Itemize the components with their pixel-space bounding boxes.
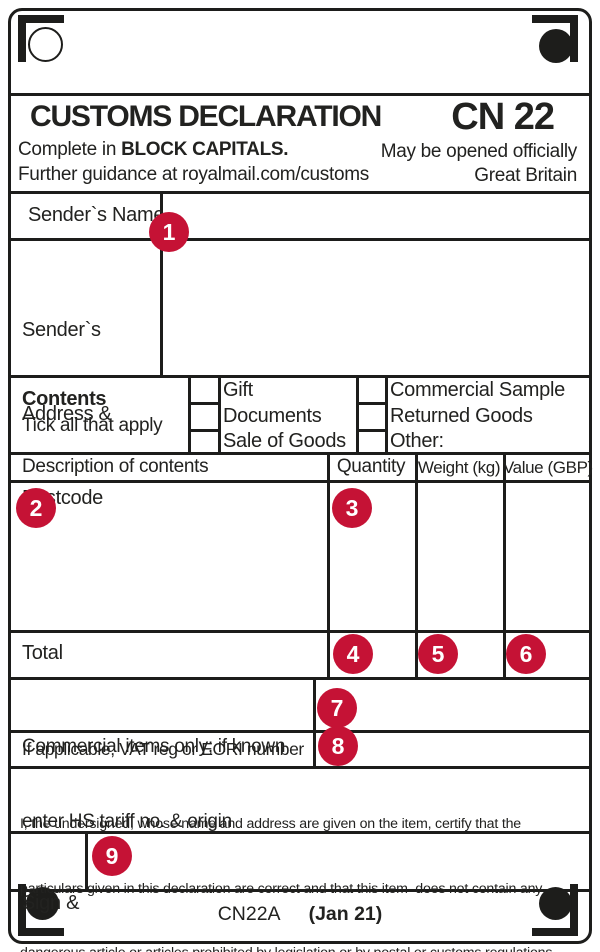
step-badge-5: 5	[418, 634, 458, 674]
total-label: Total	[22, 642, 63, 664]
sender-name-field[interactable]	[163, 193, 588, 236]
step-badge-4: 4	[333, 634, 373, 674]
grid-line	[9, 93, 591, 96]
checkbox-gift[interactable]	[190, 377, 216, 401]
contents-subheading: Tick all that apply	[22, 415, 163, 436]
step-badge-9: 9	[92, 836, 132, 876]
grid-line	[188, 402, 218, 405]
option-label-other: Other:	[390, 430, 444, 452]
corner-bracket-top-left	[18, 15, 64, 23]
grid-line	[9, 238, 591, 241]
hs-tariff-label-line: enter HS tariff no. & origin	[22, 811, 232, 832]
declaration-text: I, the undersigned, whose name and addre…	[20, 771, 556, 952]
form-code: CN 22	[451, 96, 555, 138]
column-header-quantity: Quantity	[336, 456, 406, 477]
checkbox-other[interactable]	[358, 431, 383, 451]
option-label-returned-goods: Returned Goods	[390, 405, 533, 427]
corner-bracket-bottom-left-vertical	[18, 884, 26, 936]
sender-address-field[interactable]	[163, 241, 588, 373]
grid-line	[9, 889, 591, 892]
corner-bracket-top-right	[532, 15, 578, 23]
contents-heading: Contents	[22, 388, 107, 410]
grid-line	[160, 191, 163, 375]
grid-line	[503, 452, 506, 677]
column-header-weight: Weight (kg)	[417, 458, 501, 477]
form-title: CUSTOMS DECLARATION	[30, 100, 382, 133]
hs-tariff-field[interactable]	[316, 680, 589, 728]
grid-line	[9, 480, 591, 483]
sender-address-label-line: Sender`s	[22, 319, 101, 341]
step-badge-8: 8	[318, 726, 358, 766]
grid-line	[356, 402, 385, 405]
guidance-text: Further guidance at royalmail.com/custom…	[18, 164, 369, 185]
grid-line	[356, 375, 359, 452]
corner-bracket-top-right-vertical	[570, 15, 578, 62]
column-header-description: Description of contents	[22, 456, 209, 477]
value-field[interactable]	[506, 483, 589, 628]
declaration-line: dangerous article or articles prohibited…	[20, 943, 556, 952]
grid-line	[313, 677, 316, 766]
corner-bracket-bottom-right	[532, 928, 578, 936]
checkbox-sale-of-goods[interactable]	[190, 431, 216, 451]
corner-bracket-bottom-right-vertical	[570, 884, 578, 936]
grid-line	[188, 375, 191, 452]
step-badge-1: 1	[149, 212, 189, 252]
grid-line	[356, 429, 385, 432]
footer-revision: (Jan 21)	[308, 903, 383, 925]
option-label-sale-of-goods: Sale of Goods	[223, 430, 346, 452]
registration-circle-filled-icon	[539, 29, 573, 63]
vat-eori-label: If applicable, VAT reg or EORI number	[22, 739, 304, 759]
checkbox-documents[interactable]	[190, 404, 216, 428]
grid-line	[9, 766, 591, 769]
weight-field[interactable]	[418, 483, 501, 628]
grid-line	[415, 452, 418, 677]
checkbox-commercial-sample[interactable]	[358, 377, 383, 401]
sender-address-label-line: Address &	[22, 403, 112, 425]
may-be-opened-text: May be opened officially	[380, 141, 578, 162]
sender-name-label: Sender`s Name	[28, 204, 165, 226]
footer: CN22A (Jan 21)	[150, 903, 450, 925]
registration-circle-outline-icon	[28, 27, 63, 62]
step-badge-3: 3	[332, 488, 372, 528]
corner-bracket-bottom-left	[18, 928, 64, 936]
grid-line	[9, 730, 591, 733]
grid-line	[9, 191, 591, 194]
grid-line	[9, 630, 591, 633]
sign-date-label-line: Sign &	[22, 892, 80, 914]
checkbox-returned-goods[interactable]	[358, 404, 383, 428]
corner-bracket-top-left-vertical	[18, 15, 26, 62]
column-header-value: Value (GBP)	[503, 458, 593, 477]
declaration-line: I, the undersigned, whose name and addre…	[20, 816, 521, 832]
grid-line	[327, 452, 330, 677]
grid-line	[9, 831, 591, 834]
declaration-line: particulars given in this declaration ar…	[20, 880, 543, 897]
registration-circle-filled-icon	[539, 887, 572, 920]
country-text: Great Britain	[474, 165, 577, 186]
hs-tariff-label: Commercial items only; if known enter HS…	[22, 684, 285, 884]
grid-line	[9, 677, 591, 680]
registration-circle-filled-icon	[26, 887, 59, 920]
hs-tariff-label-line: Commercial items only; if known	[22, 736, 286, 757]
step-badge-6: 6	[506, 634, 546, 674]
step-badge-7: 7	[317, 688, 357, 728]
grid-line	[85, 831, 88, 889]
complete-instruction: Complete in BLOCK CAPITALS.	[18, 139, 289, 161]
grid-line	[385, 375, 388, 452]
option-label-documents: Documents	[223, 405, 322, 427]
grid-line	[9, 452, 591, 455]
complete-instruction-prefix: Complete in	[18, 139, 122, 160]
grid-line	[218, 375, 221, 452]
option-label-gift: Gift	[223, 379, 253, 401]
grid-line	[9, 375, 591, 378]
step-badge-2: 2	[16, 488, 56, 528]
form-outer-border	[8, 8, 592, 944]
complete-instruction-bold: BLOCK CAPITALS.	[121, 139, 289, 160]
grid-line	[188, 429, 218, 432]
option-label-commercial-sample: Commercial Sample	[390, 379, 565, 401]
sign-date-label: Sign & Date	[22, 838, 79, 952]
footer-form-ref: CN22A	[217, 903, 281, 925]
